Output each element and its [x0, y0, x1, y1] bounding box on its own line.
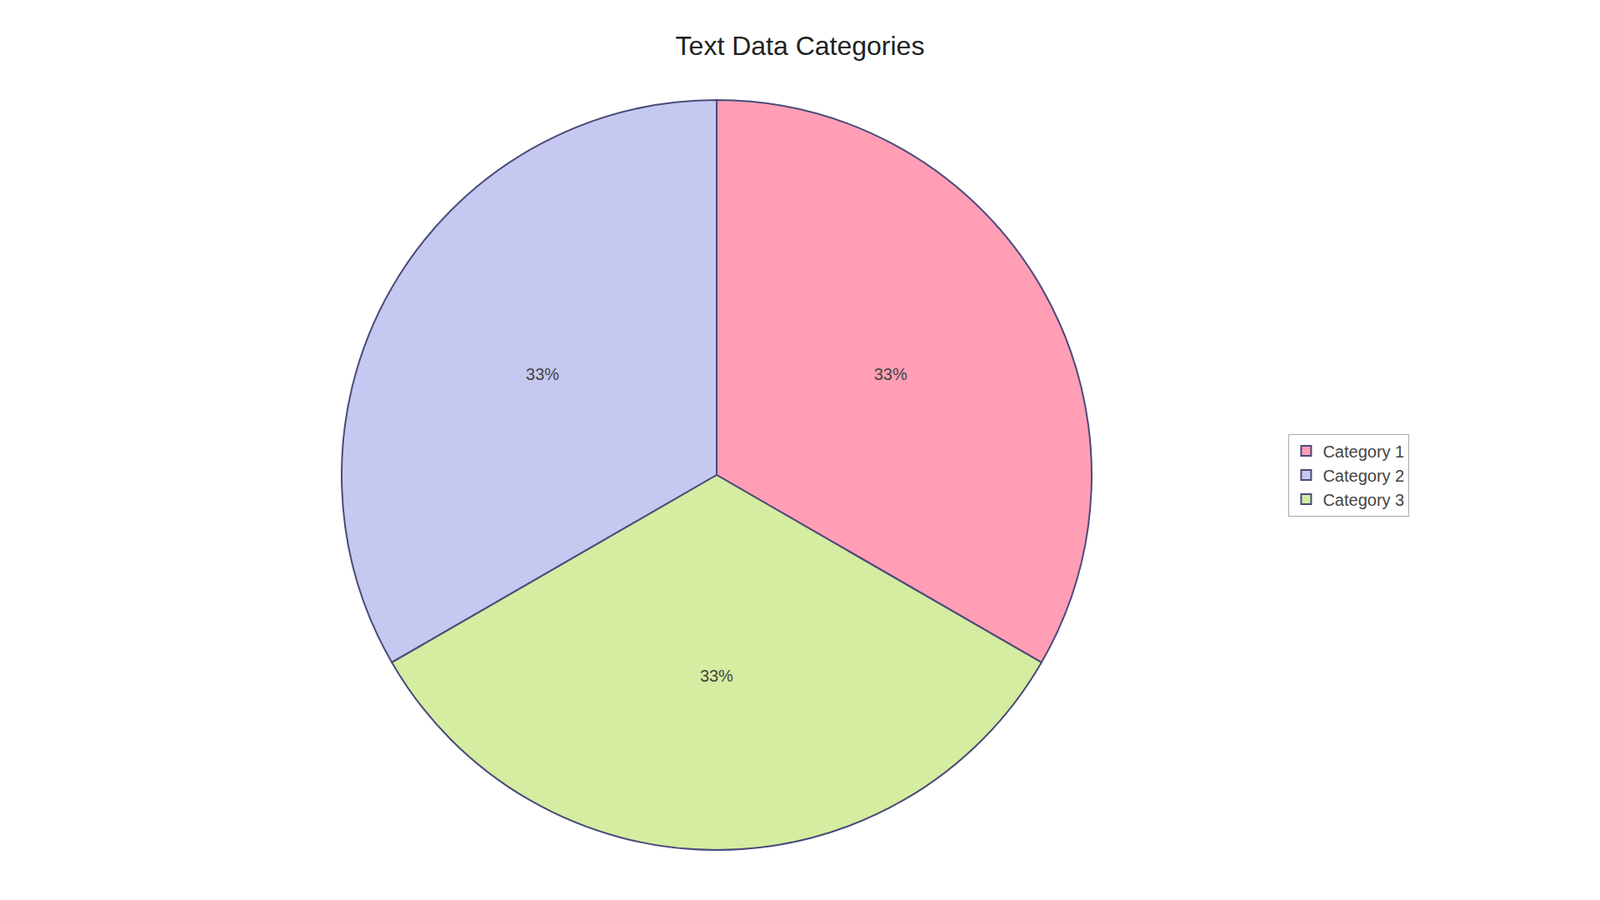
- svg-text:33%: 33%: [525, 365, 560, 384]
- svg-text:33%: 33%: [700, 666, 734, 685]
- svg-text:Category 1: Category 1: [1322, 442, 1405, 461]
- svg-text:Category 3: Category 3: [1322, 490, 1405, 510]
- svg-text:Text Data Categories: Text Data Categories: [675, 30, 925, 61]
- svg-text:33%: 33%: [874, 365, 908, 384]
- svg-text:Category 2: Category 2: [1322, 466, 1405, 485]
